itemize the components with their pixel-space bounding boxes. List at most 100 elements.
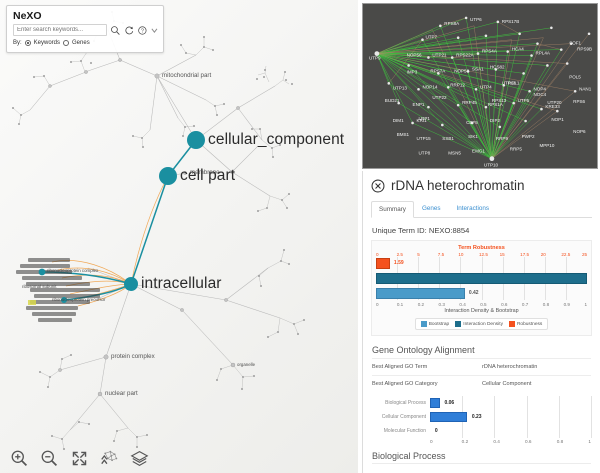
tree-edges bbox=[29, 29, 281, 431]
svg-text:NOP1: NOP1 bbox=[551, 117, 564, 122]
axis-tick: 10 bbox=[458, 252, 464, 257]
node-label-cellular-component: cellular_component bbox=[208, 131, 345, 148]
svg-text:KRE33: KRE33 bbox=[545, 104, 560, 109]
ontology-network-graph[interactable] bbox=[0, 0, 358, 473]
legend-label: Robustness bbox=[516, 321, 543, 327]
axis-tick: 0 bbox=[430, 439, 433, 444]
svg-text:RPS9B: RPS9B bbox=[577, 47, 592, 52]
svg-text:PWP2: PWP2 bbox=[522, 134, 535, 139]
tree-nodes[interactable] bbox=[48, 58, 240, 397]
gene-nodes[interactable] bbox=[374, 16, 591, 162]
term-header: rDNA heterochromatin bbox=[363, 171, 600, 195]
svg-text:BMS1: BMS1 bbox=[397, 132, 410, 137]
legend-swatch bbox=[508, 321, 515, 327]
legend-item-interaction-density: Interaction Density bbox=[455, 321, 503, 327]
axis-tick: 0.8 bbox=[556, 439, 564, 444]
refresh-icon[interactable] bbox=[124, 25, 135, 36]
bar-row-interaction-density bbox=[376, 272, 587, 285]
svg-text:KRI1: KRI1 bbox=[417, 118, 428, 123]
axis-tick: 0.8 bbox=[542, 302, 550, 307]
zoom-out-icon[interactable] bbox=[40, 449, 59, 468]
svg-text:SOF1: SOF1 bbox=[569, 41, 581, 46]
svg-text:RRP12: RRP12 bbox=[450, 82, 465, 87]
svg-text:SIK1: SIK1 bbox=[468, 134, 478, 139]
app-title: NeXO bbox=[13, 10, 42, 22]
tab-interactions[interactable]: Interactions bbox=[456, 205, 490, 212]
svg-text:UTP18: UTP18 bbox=[502, 80, 517, 85]
search-icon[interactable] bbox=[110, 25, 121, 36]
svg-text:SSB1: SSB1 bbox=[442, 136, 454, 141]
legend-swatch bbox=[420, 321, 427, 327]
go-row-best-aligned-category: Best Aligned GO Category Cellular Compon… bbox=[372, 375, 591, 392]
node-label-protein-complex: protein complex bbox=[111, 353, 155, 360]
network-toolbar[interactable] bbox=[0, 443, 358, 473]
svg-text:SSA1: SSA1 bbox=[472, 66, 484, 71]
tab-genes[interactable]: Genes bbox=[421, 205, 441, 212]
page-title: rDNA heterochromatin bbox=[391, 178, 525, 193]
axis-tick: 0.5 bbox=[480, 302, 487, 307]
svg-text:NAN1: NAN1 bbox=[579, 86, 592, 91]
gene-interaction-network-panel[interactable]: UTP9 UTP10 RPS8A UTP6 UTP7 RPS17B NOP56 … bbox=[362, 3, 598, 169]
node-label-organelle: organelle bbox=[237, 362, 256, 367]
chevron-down-icon[interactable] bbox=[151, 26, 158, 35]
go-row-key: Best Aligned GO Term bbox=[372, 364, 428, 370]
axis-tick: 0.9 bbox=[563, 302, 570, 307]
tab-summary[interactable]: Summary bbox=[371, 201, 414, 218]
selected-term-nodes[interactable] bbox=[38, 131, 205, 303]
zoom-in-icon[interactable] bbox=[10, 449, 29, 468]
svg-text:UTP8: UTP8 bbox=[419, 151, 431, 156]
axis-tick: 0.6 bbox=[525, 439, 532, 444]
zoom-selected-icon[interactable] bbox=[100, 449, 119, 468]
svg-text:UTP22: UTP22 bbox=[432, 95, 447, 100]
svg-text:IMP3: IMP3 bbox=[407, 69, 418, 74]
chart-legend: Bootstrap Interaction Density Robustness bbox=[414, 318, 549, 330]
legend-label: Interaction Density bbox=[463, 321, 503, 327]
axis-tick: 7.5 bbox=[437, 252, 445, 257]
axis-tick: 20 bbox=[540, 252, 546, 257]
ontology-network-canvas[interactable]: cellular_component cell part intracellul… bbox=[0, 0, 358, 473]
go-bar-value: 0.06 bbox=[444, 399, 455, 406]
svg-text:BUD21: BUD21 bbox=[385, 98, 400, 103]
biological-process-title: Biological Process bbox=[372, 451, 446, 461]
svg-text:HCS82: HCS82 bbox=[490, 64, 505, 69]
svg-text:DIM1: DIM1 bbox=[393, 118, 404, 123]
svg-text:UTP10: UTP10 bbox=[484, 163, 499, 168]
svg-text:UTP20: UTP20 bbox=[547, 100, 562, 105]
svg-text:RPS6: RPS6 bbox=[573, 99, 585, 104]
radio-keywords[interactable] bbox=[24, 40, 31, 46]
legend-item-bootstrap: Bootstrap bbox=[420, 321, 450, 327]
svg-text:EMG1: EMG1 bbox=[472, 149, 485, 154]
gene-interaction-graph[interactable]: UTP9 UTP10 RPS8A UTP6 UTP7 RPS17B NOP56 … bbox=[363, 4, 597, 169]
node-label-intracellular: intracellular bbox=[141, 275, 222, 292]
svg-text:?: ? bbox=[141, 28, 144, 34]
svg-text:RRP9: RRP9 bbox=[496, 136, 509, 141]
go-row-value: rDNA heterochromatin bbox=[482, 364, 538, 370]
info-tabs[interactable]: Summary Genes Interactions bbox=[371, 200, 592, 218]
node-label-nuclear-part: nuclear part bbox=[105, 390, 138, 397]
close-icon[interactable] bbox=[371, 179, 385, 193]
search-input[interactable] bbox=[13, 24, 107, 36]
axis-tick: 1 bbox=[588, 439, 591, 444]
legend-item-robustness: Robustness bbox=[508, 321, 543, 327]
radio-genes-label: Genes bbox=[72, 40, 90, 46]
svg-text:HCA4: HCA4 bbox=[512, 47, 525, 52]
go-bar-label: Cellular Component bbox=[381, 414, 426, 420]
gene-labels: UTP9 UTP10 RPS8A UTP6 UTP7 RPS17B NOP56 … bbox=[369, 17, 592, 168]
axis-tick: 0.4 bbox=[459, 302, 466, 307]
node-label-ribonucleoprotein-complex: ribonucleoprotein complex bbox=[47, 268, 99, 273]
go-bar-value: 0 bbox=[434, 427, 438, 434]
svg-text:UTP13: UTP13 bbox=[393, 85, 408, 90]
help-icon[interactable]: ? bbox=[137, 25, 148, 36]
radio-genes[interactable] bbox=[63, 40, 70, 46]
section-divider bbox=[372, 463, 591, 464]
search-by-label: By: bbox=[13, 40, 22, 46]
legend-label: Bootstrap bbox=[428, 321, 450, 327]
svg-text:UTP9: UTP9 bbox=[369, 56, 381, 61]
fit-to-screen-icon[interactable] bbox=[70, 449, 89, 468]
search-panel[interactable]: NeXO ? By: bbox=[6, 5, 164, 53]
svg-text:CBF5: CBF5 bbox=[466, 120, 478, 125]
svg-text:UTP15: UTP15 bbox=[417, 136, 432, 141]
layers-icon[interactable] bbox=[130, 449, 149, 468]
node-label-membrane: membrane bbox=[190, 169, 220, 176]
